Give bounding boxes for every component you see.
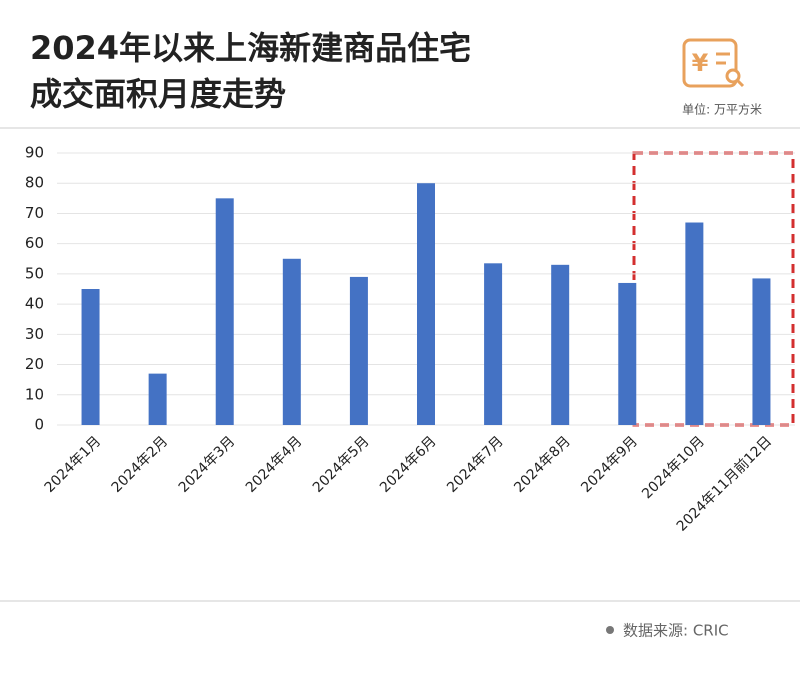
bar [417, 183, 435, 425]
y-tick-label: 10 [25, 385, 44, 403]
chart-title: 2024年以来上海新建商品住宅 [30, 29, 471, 67]
y-tick-label: 0 [34, 416, 44, 434]
x-tick-label: 2024年6月 [377, 433, 440, 496]
x-tick-label: 2024年10月 [639, 433, 708, 502]
source-dot [606, 626, 614, 634]
x-tick-label: 2024年5月 [310, 433, 373, 496]
bar [148, 373, 167, 425]
x-tick-label: 2024年8月 [511, 433, 574, 496]
y-tick-label: 90 [25, 144, 44, 162]
x-tick-label: 2024年9月 [578, 433, 641, 496]
bar [484, 263, 503, 425]
unit-label: 单位: 万平方米 [682, 102, 762, 117]
source-note: 数据来源: CRIC [623, 622, 729, 640]
x-tick-label: 2024年3月 [176, 433, 239, 496]
y-tick-label: 80 [25, 174, 44, 192]
bar [349, 276, 368, 425]
bar [215, 198, 234, 425]
y-tick-label: 30 [25, 325, 44, 343]
bar [81, 289, 100, 425]
x-tick-label: 2024年7月 [444, 433, 507, 496]
x-tick-label: 2024年1月 [42, 433, 105, 496]
bar [551, 264, 570, 425]
bar [282, 258, 301, 425]
bar [685, 222, 704, 425]
svg-text:¥: ¥ [692, 49, 709, 77]
x-tick-label: 2024年4月 [243, 433, 306, 496]
x-tick-label: 2024年2月 [109, 433, 172, 496]
bar [752, 278, 771, 425]
y-tick-label: 40 [25, 295, 44, 313]
logo-icon: ¥ [682, 38, 745, 88]
y-tick-label: 50 [25, 264, 44, 282]
y-tick-label: 70 [25, 204, 44, 222]
y-tick-label: 20 [25, 355, 44, 373]
chart-title: 成交面积月度走势 [30, 75, 286, 113]
bar [618, 282, 637, 425]
y-tick-label: 60 [25, 234, 44, 252]
